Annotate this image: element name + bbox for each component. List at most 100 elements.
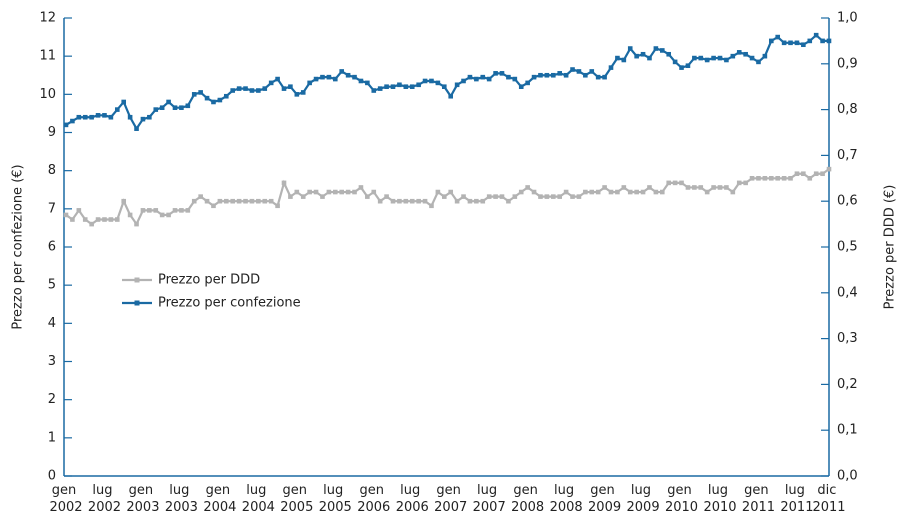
point <box>102 113 107 118</box>
point <box>538 72 543 78</box>
point <box>371 88 377 93</box>
point <box>339 69 345 74</box>
point <box>365 80 370 86</box>
y2-tick-label: 0,6 <box>837 194 858 209</box>
point <box>506 74 511 80</box>
x-tick-label: lug 2004 <box>242 483 275 515</box>
point <box>422 198 428 204</box>
point <box>249 198 255 204</box>
x-tick-label: gen 2010 <box>665 483 698 515</box>
point <box>114 217 120 222</box>
point <box>486 76 492 82</box>
point <box>672 180 678 186</box>
x-tick-label: gen 2003 <box>126 483 159 515</box>
point <box>685 185 691 190</box>
y2-tick-label: 0,2 <box>837 377 858 392</box>
y2-axis-label: Prezzo per DDD (€) <box>883 185 898 310</box>
x-tick-label: lug 2009 <box>627 483 660 515</box>
point <box>627 46 633 51</box>
point <box>621 185 627 190</box>
point <box>538 194 543 199</box>
x-tick-label: gen 2007 <box>434 483 467 515</box>
point <box>525 185 530 190</box>
point <box>724 185 729 190</box>
point <box>223 93 229 99</box>
point <box>775 34 781 40</box>
point <box>826 38 832 44</box>
point <box>127 114 133 120</box>
point <box>807 38 813 44</box>
x-tick-label: gen 2008 <box>511 483 544 515</box>
y2-tick-label: 0,8 <box>837 102 858 117</box>
point <box>166 212 171 218</box>
y-tick-label: 2 <box>48 392 56 407</box>
point <box>794 171 800 177</box>
point <box>467 74 473 80</box>
y-tick-label: 3 <box>48 354 56 369</box>
point <box>653 189 659 195</box>
point <box>281 180 287 186</box>
y2-tick-label: 0,9 <box>837 56 858 71</box>
point <box>147 114 152 120</box>
point <box>172 208 178 213</box>
point <box>313 76 319 82</box>
point <box>454 82 460 88</box>
point <box>294 92 300 97</box>
point <box>506 198 511 204</box>
x-tick-label: lug 2010 <box>703 483 736 515</box>
point <box>140 116 146 122</box>
point <box>198 194 203 199</box>
point <box>275 203 280 209</box>
point <box>153 107 159 112</box>
point <box>583 189 588 195</box>
point <box>711 185 716 190</box>
point <box>422 78 428 84</box>
point <box>807 176 813 181</box>
point <box>409 198 415 204</box>
point <box>736 50 742 55</box>
point <box>775 176 781 181</box>
point <box>268 198 274 204</box>
point <box>82 217 88 222</box>
point <box>397 198 402 204</box>
point <box>371 189 377 195</box>
point <box>236 198 242 204</box>
point <box>185 103 191 109</box>
y-tick-label: 0 <box>48 469 56 484</box>
point <box>147 208 152 213</box>
point <box>781 176 787 181</box>
point <box>531 189 537 195</box>
point <box>788 176 793 181</box>
point <box>544 72 550 78</box>
point <box>134 126 139 131</box>
point <box>390 198 396 204</box>
point <box>172 105 178 110</box>
point <box>134 221 139 227</box>
point <box>191 198 197 204</box>
point <box>576 69 582 74</box>
point <box>249 88 255 93</box>
x-tick-label: lug 2002 <box>88 483 121 515</box>
point <box>384 84 389 89</box>
point <box>384 194 389 199</box>
point <box>666 180 672 186</box>
point <box>89 114 94 120</box>
point <box>499 71 505 76</box>
point <box>339 189 345 195</box>
point <box>429 78 434 84</box>
point <box>717 185 723 190</box>
point <box>63 122 69 128</box>
point <box>557 194 563 199</box>
point <box>448 93 454 99</box>
point <box>108 217 114 222</box>
point <box>179 105 184 110</box>
y-tick-label: 12 <box>39 11 56 26</box>
y2-tick-label: 0,3 <box>837 331 858 346</box>
x-tick-label: gen 2009 <box>588 483 621 515</box>
point <box>320 74 325 80</box>
point <box>602 74 607 80</box>
point <box>801 42 806 48</box>
point <box>345 189 351 195</box>
point <box>499 194 505 199</box>
